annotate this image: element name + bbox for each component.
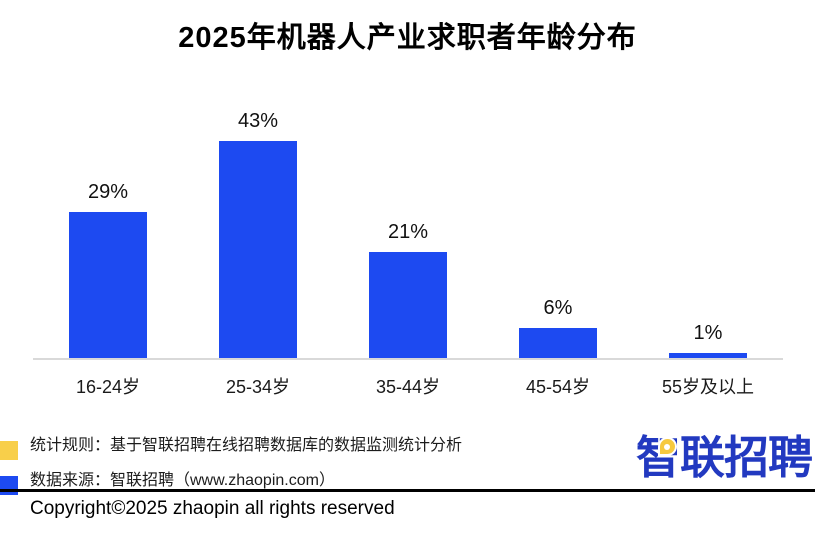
- category-label: 16-24岁: [75, 377, 141, 397]
- zhaopin-logo: 智联招聘: [635, 432, 813, 483]
- bar: [219, 141, 297, 358]
- bar: [669, 353, 747, 358]
- bar-value-label: 6%: [543, 297, 573, 319]
- page-title: 2025年机器人产业求职者年龄分布: [178, 22, 637, 54]
- bar: [369, 252, 447, 358]
- category-label: 35-44岁: [375, 377, 441, 397]
- bar-value-label: 21%: [387, 221, 429, 243]
- data-source-text: 数据来源：智联招聘（www.zhaopin.com）: [30, 472, 335, 489]
- bar-chart-category-axis: 16-24岁 25-34岁 35-44岁 45-54岁 55岁及以上: [33, 360, 783, 399]
- logo-rest-text: 联招聘: [679, 432, 813, 483]
- category-label: 55岁及以上: [661, 377, 755, 397]
- bar-chart: 29% 43% 21% 6% 1% 16-24岁 25-34岁 35-44岁 45-54岁 55…: [33, 100, 783, 399]
- stat-rule-text: 统计规则：基于智联招聘在线招聘数据库的数据监测统计分析: [30, 437, 463, 454]
- category-label: 45-54岁: [525, 377, 591, 397]
- legend-swatch-yellow: [0, 441, 18, 460]
- category-label: 25-34岁: [225, 377, 291, 397]
- bar-chart-plot-area: 29% 43% 21% 6% 1%: [33, 100, 783, 360]
- bar-group: 43%: [183, 110, 333, 358]
- legend-swatch-blue: [0, 476, 18, 495]
- bar-group: 1%: [633, 322, 783, 358]
- location-pin-icon: [659, 439, 675, 454]
- bar: [519, 328, 597, 358]
- bar-group: 6%: [483, 297, 633, 358]
- bar-value-label: 1%: [693, 322, 723, 344]
- bar-value-label: 29%: [87, 181, 129, 203]
- bar-group: 21%: [333, 221, 483, 358]
- logo-char-zhi: 智: [635, 432, 681, 483]
- footer-divider: [0, 489, 815, 492]
- copyright-text: Copyright©2025 zhaopin all rights reserv…: [30, 498, 395, 519]
- bar: [69, 212, 147, 358]
- stat-rule-row: 统计规则：基于智联招聘在线招聘数据库的数据监测统计分析: [0, 435, 815, 460]
- pin-hole: [664, 443, 671, 450]
- bar-value-label: 43%: [237, 110, 279, 132]
- bar-group: 29%: [33, 181, 183, 358]
- source-notes: 统计规则：基于智联招聘在线招聘数据库的数据监测统计分析 数据来源：智联招聘（ww…: [0, 435, 815, 495]
